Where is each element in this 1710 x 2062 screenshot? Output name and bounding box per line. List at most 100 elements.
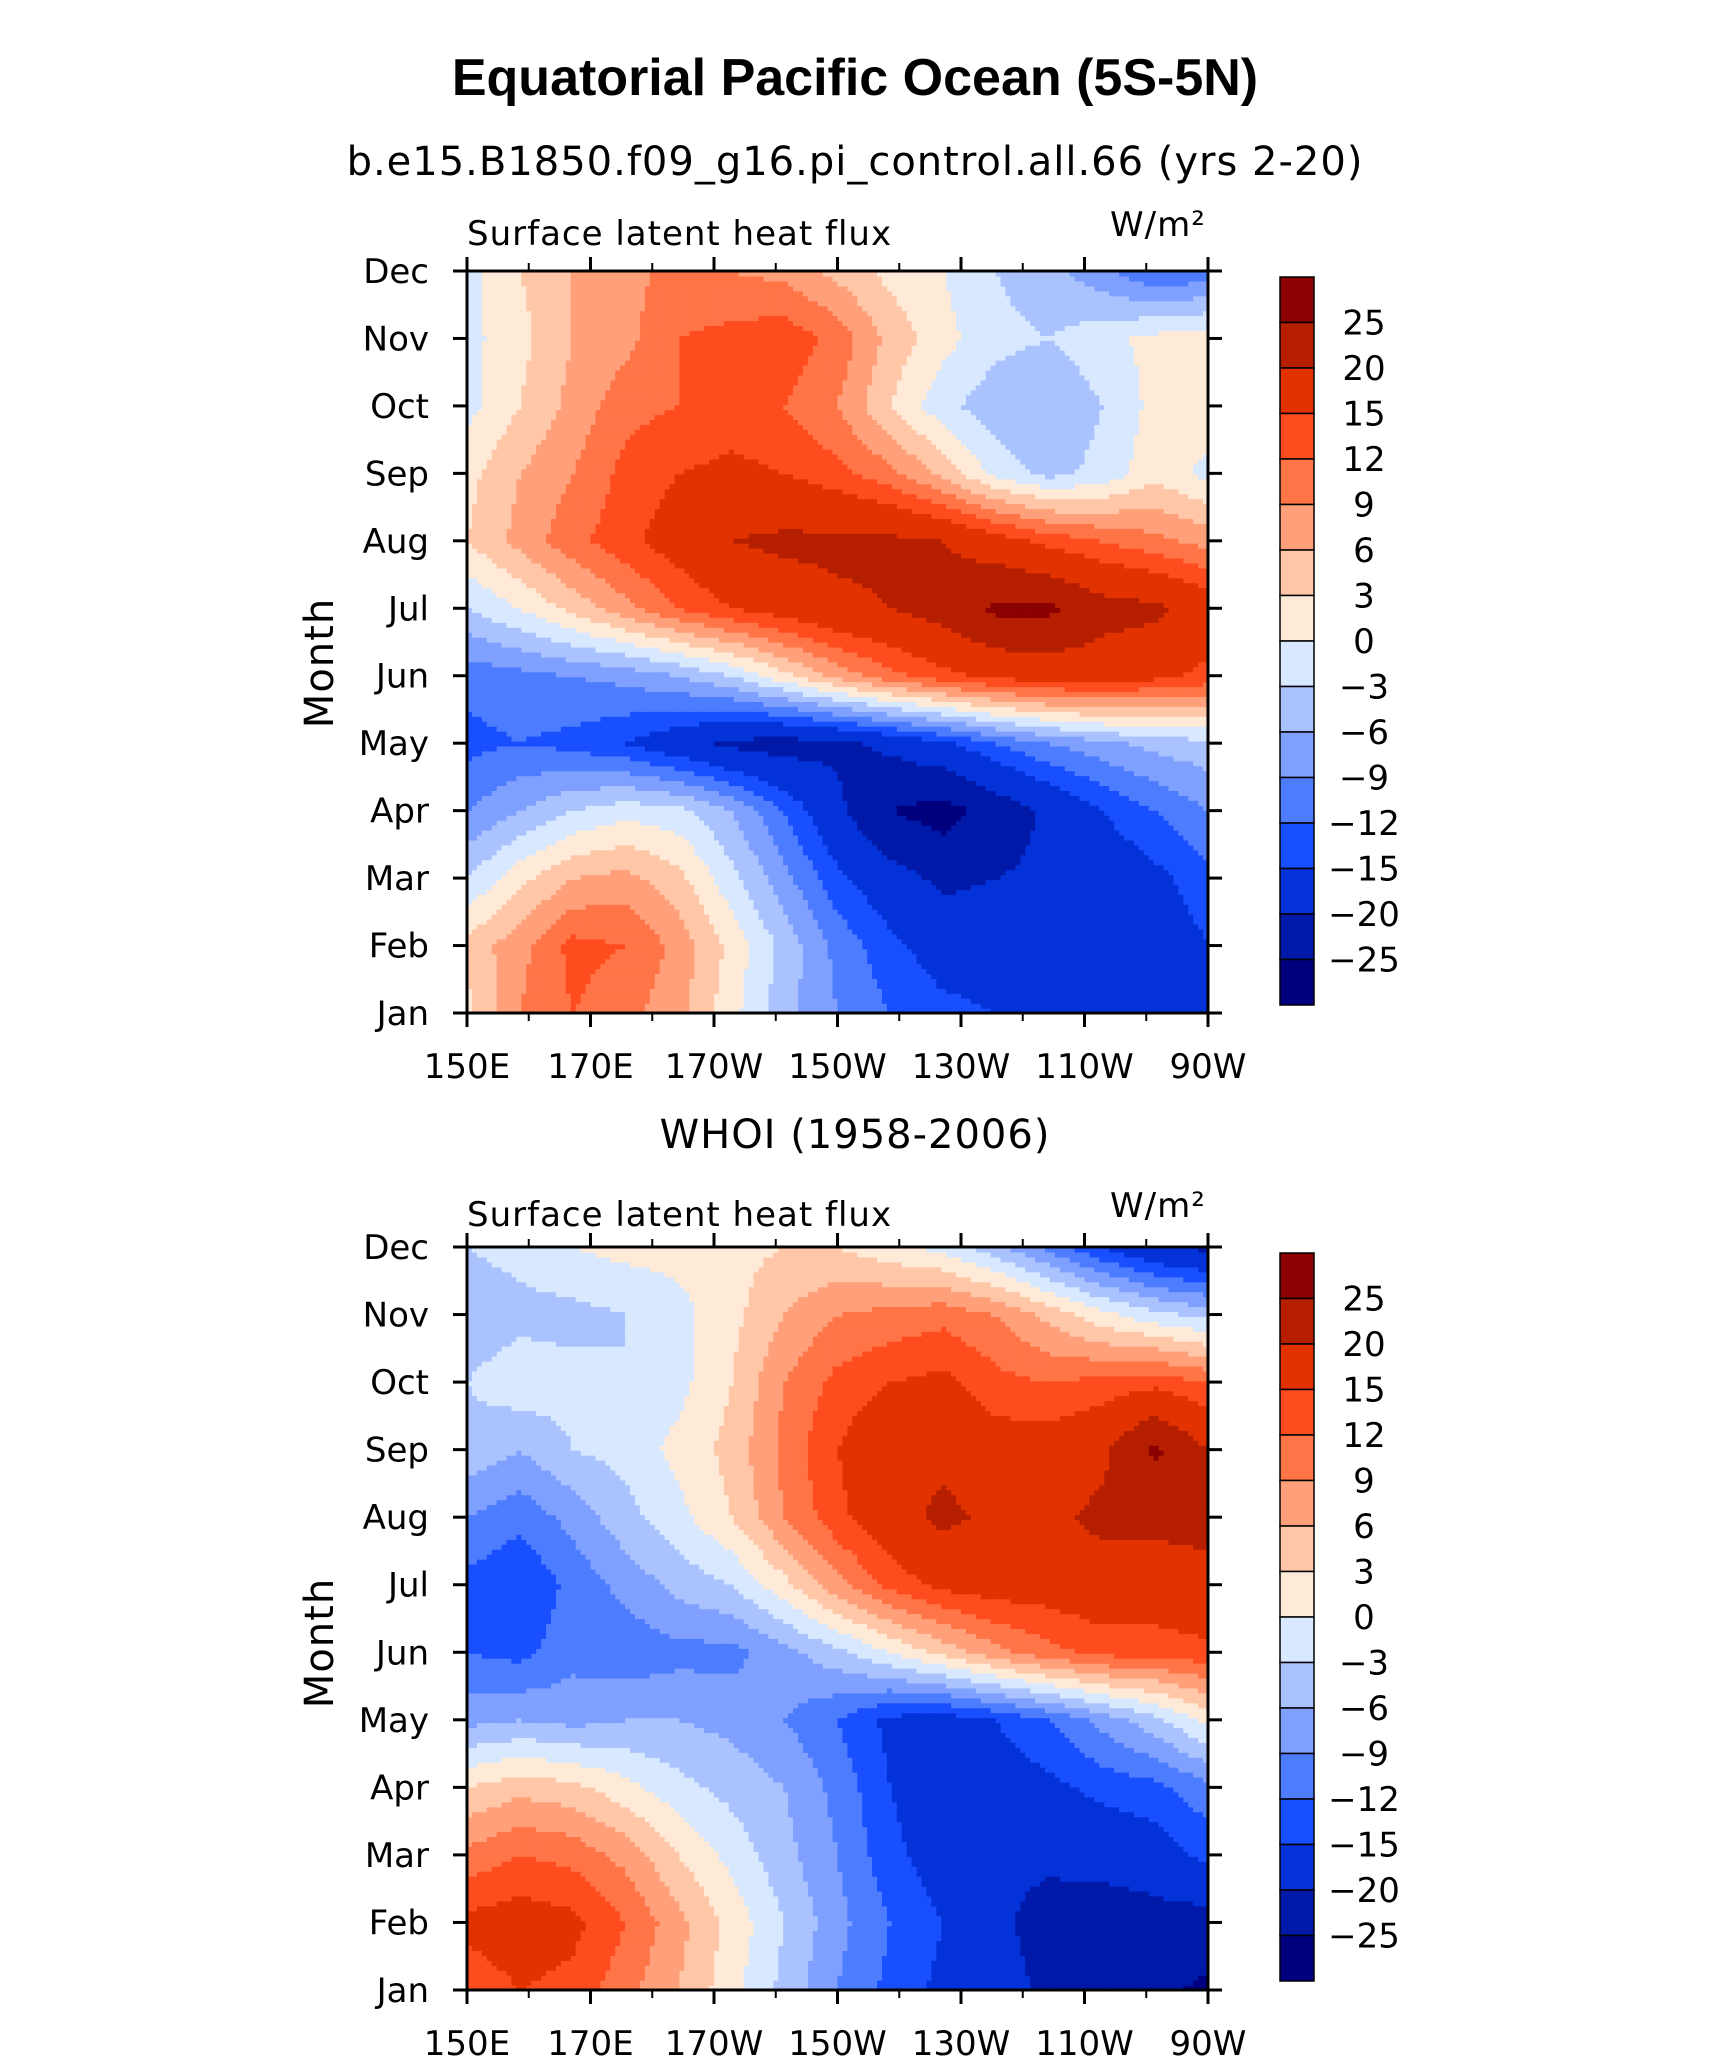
field-cell: [1183, 1003, 1189, 1009]
field-cell: [595, 919, 601, 925]
field-cell: [521, 870, 527, 876]
field-cell: [605, 954, 611, 960]
field-cell: [803, 884, 809, 890]
field-cell: [961, 949, 967, 955]
field-cell: [1099, 904, 1105, 910]
field-cell: [507, 978, 513, 984]
field-cell: [912, 909, 918, 915]
field-cell: [1065, 959, 1071, 965]
field-cell: [1025, 959, 1031, 965]
field-cell: [847, 988, 853, 994]
field-cell: [966, 939, 972, 945]
field-cell: [1025, 924, 1031, 930]
field-cell: [1114, 959, 1120, 965]
field-cell: [581, 949, 587, 955]
field-cell: [561, 939, 567, 945]
field-cell: [902, 904, 908, 910]
field-cell: [640, 904, 646, 910]
field-cell: [595, 904, 601, 910]
field-cell: [921, 889, 927, 895]
field-cell: [610, 884, 616, 890]
field-cell: [1070, 959, 1076, 965]
field-cell: [625, 924, 631, 930]
field-cell: [670, 860, 676, 866]
field-cell: [531, 998, 537, 1004]
field-cell: [763, 904, 769, 910]
field-cell: [872, 909, 878, 915]
field-cell: [1173, 1003, 1179, 1009]
field-cell: [492, 944, 498, 950]
field-cell: [526, 949, 532, 955]
field-cell: [734, 929, 740, 935]
field-cell: [912, 860, 918, 866]
field-cell: [788, 973, 794, 979]
field-cell: [615, 988, 621, 994]
field-cell: [645, 973, 651, 979]
field-cell: [862, 884, 868, 890]
field-cell: [926, 899, 932, 905]
field-cell: [1050, 973, 1056, 979]
field-cell: [931, 919, 937, 925]
field-cell: [823, 879, 829, 885]
field-cell: [926, 870, 932, 876]
field-cell: [956, 929, 962, 935]
field-cell: [1075, 964, 1081, 970]
field-cell: [1159, 1003, 1165, 1009]
field-cell: [1035, 899, 1041, 905]
field-cell: [917, 1003, 923, 1009]
field-cell: [936, 884, 942, 890]
field-cell: [699, 894, 705, 900]
field-cell: [487, 978, 493, 984]
field-cell: [754, 914, 760, 920]
field-cell: [640, 865, 646, 871]
field-cell: [1025, 914, 1031, 920]
field-cell: [620, 904, 626, 910]
field-cell: [536, 870, 542, 876]
field-cell: [902, 998, 908, 1004]
field-cell: [502, 884, 508, 890]
field-cell: [571, 850, 577, 856]
field-cell: [482, 929, 488, 935]
field-cell: [729, 914, 735, 920]
field-cell: [610, 924, 616, 930]
field-cell: [1035, 954, 1041, 960]
field-cell: [610, 1003, 616, 1009]
field-cell: [1178, 874, 1184, 880]
field-cell: [763, 914, 769, 920]
field-cell: [1139, 870, 1145, 876]
field-cell: [650, 879, 656, 885]
field-cell: [591, 929, 597, 935]
field-cell: [566, 909, 572, 915]
field-cell: [1045, 998, 1051, 1004]
field-cell: [1178, 959, 1184, 965]
field-cell: [788, 870, 794, 876]
field-cell: [996, 964, 1002, 970]
field-cell: [526, 929, 532, 935]
field-cell: [823, 899, 829, 905]
field-cell: [788, 1003, 794, 1009]
field-cell: [902, 855, 908, 861]
field-cell: [531, 909, 537, 915]
field-cell: [477, 860, 483, 866]
field-cell: [1075, 904, 1081, 910]
field-cell: [991, 865, 997, 871]
field-cell: [996, 983, 1002, 989]
field-cell: [1168, 884, 1174, 890]
field-cell: [516, 939, 522, 945]
field-cell: [986, 929, 992, 935]
field-cell: [852, 964, 858, 970]
field-cell: [689, 894, 695, 900]
field-cell: [670, 964, 676, 970]
field-cell: [1055, 904, 1061, 910]
field-cell: [719, 983, 725, 989]
field-cell: [516, 973, 522, 979]
field-cell: [798, 894, 804, 900]
field-cell: [981, 944, 987, 950]
field-cell: [556, 919, 562, 925]
field-cell: [586, 998, 592, 1004]
field-cell: [892, 954, 898, 960]
field-cell: [793, 929, 799, 935]
field-cell: [482, 865, 488, 871]
field-cell: [1178, 968, 1184, 974]
field-cell: [823, 914, 829, 920]
